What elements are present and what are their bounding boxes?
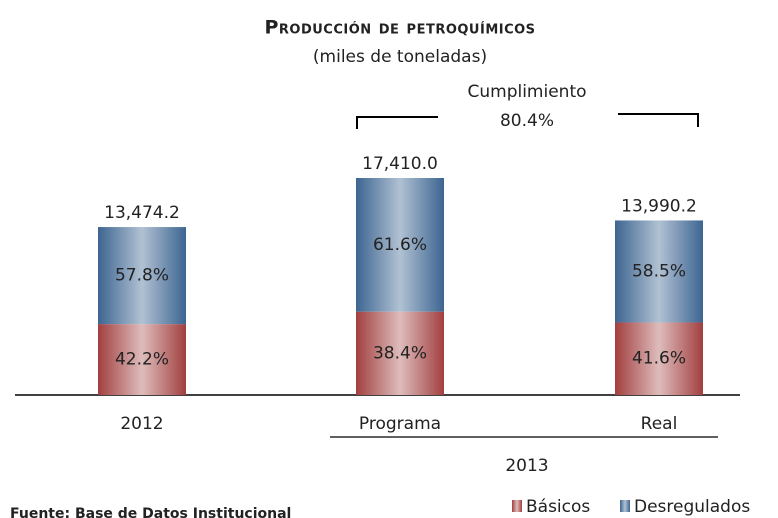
- annotation-label: Cumplimiento: [467, 82, 586, 102]
- legend-swatch: [620, 500, 630, 512]
- chart-subtitle: (miles de toneladas): [313, 47, 487, 67]
- legend-swatch: [512, 500, 522, 512]
- value-label: 42.2%: [115, 350, 169, 370]
- bar-segment: [98, 324, 186, 395]
- total-label: 17,410.0: [362, 154, 438, 174]
- group-label: 2013: [505, 456, 548, 476]
- legend-label: Desregulados: [634, 497, 750, 517]
- total-label: 13,474.2: [104, 203, 180, 223]
- x-tick-label: Real: [641, 414, 678, 434]
- chart-title: Producción de petroquímicos: [264, 17, 535, 39]
- bar-segment: [98, 227, 186, 325]
- bar-segment: [356, 311, 444, 395]
- bar-segment: [615, 322, 703, 395]
- value-label: 38.4%: [373, 343, 427, 363]
- value-label: 57.8%: [115, 266, 169, 286]
- value-label: 61.6%: [373, 235, 427, 255]
- source: Fuente: Base de Datos Institucional: [10, 506, 291, 518]
- annotation-value: 80.4%: [500, 111, 554, 131]
- bracket-right: [618, 113, 699, 127]
- legend-label: Básicos: [526, 497, 590, 517]
- x-tick-label: 2012: [120, 414, 163, 434]
- bar-segment: [356, 178, 444, 312]
- value-label: 58.5%: [632, 261, 686, 281]
- x-tick-label: Programa: [359, 414, 441, 434]
- total-label: 13,990.2: [621, 197, 697, 217]
- bar-segment: [615, 220, 703, 323]
- value-label: 41.6%: [632, 349, 686, 369]
- bracket-left: [356, 116, 438, 129]
